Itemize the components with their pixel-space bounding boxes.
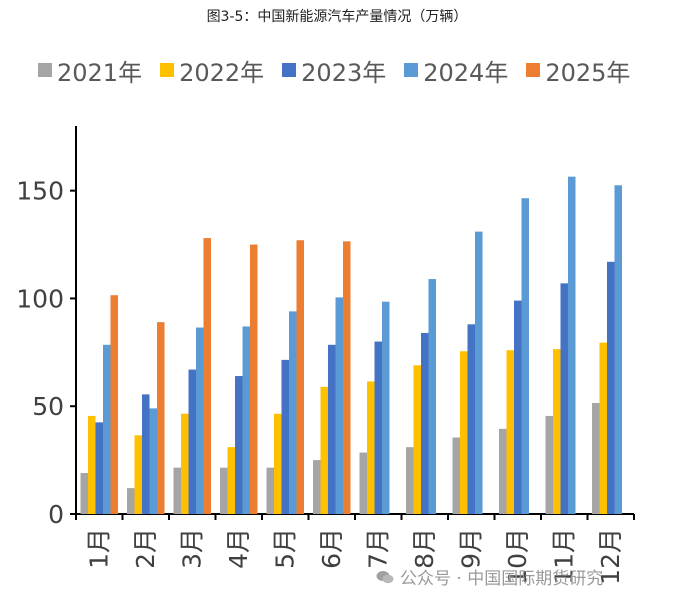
watermark-text: 公众号 · 中国国际期货研究 — [400, 569, 604, 589]
legend-swatch — [38, 63, 52, 77]
bar-2023年-3月 — [188, 369, 196, 514]
x-tick-label: 10月 — [503, 528, 532, 585]
bar-2021年-9月 — [452, 437, 460, 514]
bar-2021年-11月 — [545, 415, 553, 514]
bar-2021年-7月 — [359, 452, 367, 514]
bar-2024年-7月 — [382, 301, 390, 514]
legend-swatch — [160, 63, 175, 77]
bar-2025年-3月 — [203, 238, 211, 515]
bar-2022年-9月 — [460, 351, 468, 514]
watermark: 公众号 · 中国国际期货研究 — [376, 564, 603, 589]
chart-title: 图3-5：中国新能源汽车产量情况（万辆） — [206, 9, 468, 25]
legend-item: 2022年 — [160, 53, 264, 88]
bar-2024年-5月 — [289, 311, 297, 514]
bar-2022年-1月 — [88, 415, 96, 514]
x-tick-label: 11月 — [549, 528, 578, 585]
x-tick-label: 2月 — [131, 528, 160, 569]
bar-2024年-2月 — [149, 408, 157, 514]
bar-2021年-6月 — [313, 460, 321, 514]
bar-2021年-3月 — [173, 467, 181, 514]
x-tick-label: 12月 — [596, 528, 625, 585]
legend-label: 2021年 — [57, 58, 143, 87]
bar-2021年-12月 — [592, 402, 600, 514]
x-tick-label: 3月 — [177, 528, 206, 569]
bar-2025年-2月 — [157, 322, 165, 514]
legend-swatch — [404, 63, 419, 77]
bar-2024年-4月 — [242, 326, 250, 514]
legend-item: 2021年 — [38, 53, 142, 88]
y-tick-label: 50 — [32, 392, 64, 421]
x-tick-label: 7月 — [363, 528, 392, 569]
bar-2024年-11月 — [568, 176, 576, 514]
bar-2022年-6月 — [320, 386, 328, 514]
bar-2021年-1月 — [80, 473, 88, 514]
legend-label: 2022年 — [179, 58, 265, 87]
bar-2022年-5月 — [274, 413, 282, 514]
y-tick-label: 0 — [48, 500, 64, 529]
bar-2023年-9月 — [467, 324, 475, 514]
bar-2023年-8月 — [421, 332, 429, 514]
bar-2021年-8月 — [406, 447, 414, 514]
bar-2021年-10月 — [499, 428, 507, 514]
legend: 2021年 2022年 2023年 2024年 2025年 — [38, 52, 648, 88]
legend-swatch — [526, 63, 541, 77]
bar-2023年-12月 — [607, 261, 615, 514]
bar-2024年-10月 — [521, 198, 529, 514]
bar-2022年-10月 — [506, 350, 514, 514]
bar-2023年-10月 — [514, 300, 522, 514]
bar-2022年-11月 — [553, 349, 561, 514]
legend-label: 2025年 — [545, 58, 631, 87]
bar-2024年-6月 — [335, 297, 343, 514]
bar-2025年-5月 — [296, 240, 304, 514]
bar-2023年-7月 — [374, 341, 382, 514]
bar-2024年-8月 — [428, 279, 436, 514]
x-tick-label: 9月 — [456, 528, 485, 569]
bar-2021年-2月 — [127, 488, 135, 514]
bar-2022年-7月 — [367, 381, 375, 514]
bar-2022年-2月 — [134, 435, 142, 514]
bar-2024年-1月 — [103, 344, 111, 514]
bar-2024年-12月 — [614, 185, 622, 514]
bar-2021年-5月 — [266, 467, 274, 514]
x-tick-label: 5月 — [270, 528, 299, 569]
bar-2021年-4月 — [220, 467, 228, 514]
bar-2022年-12月 — [599, 342, 607, 514]
bar-2024年-3月 — [196, 327, 204, 514]
legend-swatch — [282, 63, 297, 77]
bar-2022年-3月 — [181, 413, 189, 514]
bar-2022年-8月 — [413, 365, 421, 514]
x-tick-label: 8月 — [410, 528, 439, 569]
bar-2023年-4月 — [235, 376, 243, 514]
legend-item: 2024年 — [404, 53, 508, 88]
x-tick-label: 1月 — [84, 528, 113, 569]
legend-label: 2023年 — [301, 58, 387, 87]
bar-2024年-9月 — [475, 231, 483, 514]
bar-2023年-6月 — [328, 344, 336, 514]
x-tick-label: 4月 — [224, 528, 253, 569]
legend-label: 2024年 — [423, 58, 509, 87]
bar-2025年-4月 — [250, 244, 258, 515]
wechat-icon — [376, 570, 394, 583]
bar-2025年-1月 — [110, 295, 118, 514]
legend-item: 2025年 — [526, 53, 630, 88]
bar-2022年-4月 — [227, 447, 235, 514]
bar-2023年-2月 — [142, 394, 150, 514]
bar-2023年-5月 — [281, 359, 289, 514]
legend-item: 2023年 — [282, 53, 386, 88]
bar-2023年-11月 — [560, 283, 568, 514]
y-tick-label: 150 — [16, 177, 64, 206]
bar-2025年-6月 — [343, 241, 351, 515]
y-tick-label: 100 — [16, 284, 64, 313]
x-tick-label: 6月 — [317, 528, 346, 569]
bar-2023年-1月 — [95, 422, 103, 514]
